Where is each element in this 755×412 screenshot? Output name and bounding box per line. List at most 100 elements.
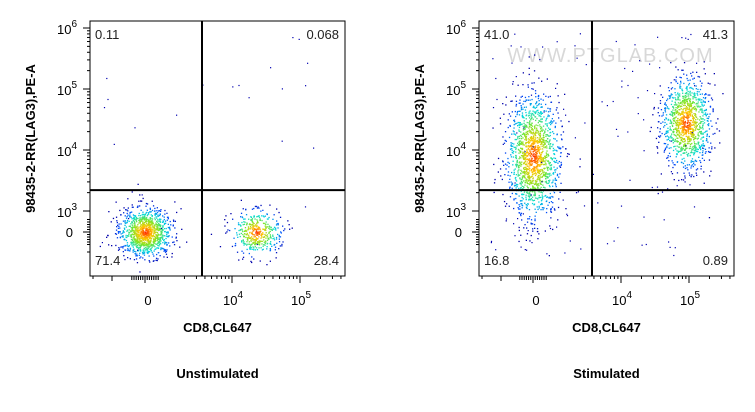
- event-dot: [545, 95, 547, 97]
- event-dot: [157, 226, 159, 228]
- event-dot: [659, 135, 662, 137]
- event-dot: [551, 159, 553, 161]
- event-dot: [246, 248, 248, 251]
- event-dot: [107, 98, 109, 101]
- event-dot: [532, 228, 534, 230]
- x-axis-label: CD8,CL647: [183, 320, 252, 335]
- event-dot: [681, 112, 683, 114]
- event-dot: [688, 108, 690, 110]
- event-dot: [525, 204, 527, 206]
- event-dot: [702, 145, 704, 147]
- event-dot: [554, 157, 557, 160]
- event-dot: [543, 175, 545, 177]
- event-dot: [141, 244, 143, 246]
- event-dot: [686, 91, 688, 94]
- event-dot: [677, 129, 679, 132]
- event-dot: [689, 130, 692, 133]
- event-dot: [671, 114, 674, 116]
- event-dot: [684, 128, 686, 131]
- event-dot: [533, 194, 535, 196]
- event-dot: [276, 223, 278, 225]
- event-dot: [261, 234, 263, 236]
- event-dot: [269, 226, 271, 228]
- event-dot: [685, 98, 688, 101]
- event-dot: [540, 130, 543, 132]
- event-dot: [695, 119, 697, 121]
- event-dot: [529, 183, 531, 186]
- event-dot: [692, 88, 694, 90]
- event-dot: [152, 245, 154, 247]
- event-dot: [512, 160, 514, 162]
- event-dot: [542, 196, 544, 198]
- event-dot: [662, 114, 664, 116]
- event-dot: [159, 225, 161, 228]
- event-dot: [172, 241, 174, 244]
- event-dot: [277, 233, 279, 236]
- event-dot: [700, 165, 702, 167]
- event-dot: [576, 57, 578, 59]
- event-dot: [511, 149, 513, 152]
- event-dot: [522, 157, 524, 159]
- event-dot: [691, 102, 694, 104]
- event-dot: [699, 122, 701, 124]
- event-dot: [703, 101, 705, 103]
- event-dot: [692, 98, 694, 100]
- event-dot: [676, 172, 679, 174]
- event-dot: [127, 235, 129, 237]
- event-dot: [694, 113, 696, 115]
- event-dot: [680, 142, 682, 144]
- event-dot: [673, 79, 675, 81]
- event-dot: [540, 103, 542, 105]
- event-dot: [152, 236, 154, 238]
- event-dot: [704, 119, 706, 121]
- event-dot: [519, 102, 521, 104]
- event-dot: [511, 183, 514, 185]
- event-dot: [664, 109, 666, 112]
- event-dot: [643, 150, 645, 152]
- event-dot: [537, 168, 539, 170]
- event-dot: [210, 233, 213, 235]
- event-dot: [144, 218, 146, 220]
- event-dot: [533, 171, 535, 173]
- event-dot: [679, 102, 682, 105]
- event-dot: [529, 240, 531, 242]
- event-dot: [674, 92, 676, 94]
- event-dot: [119, 231, 121, 233]
- event-dot: [541, 207, 544, 209]
- event-dot: [693, 161, 695, 163]
- event-dot: [674, 114, 676, 116]
- event-dot: [690, 161, 692, 163]
- event-dot: [515, 138, 517, 141]
- event-dot: [527, 132, 529, 134]
- event-dot: [148, 260, 150, 262]
- event-dot: [520, 123, 523, 126]
- event-dot: [535, 170, 537, 172]
- event-dot: [134, 222, 136, 224]
- event-dot: [142, 236, 144, 239]
- event-dot: [534, 168, 536, 170]
- event-dot: [520, 163, 522, 166]
- event-dot: [666, 145, 668, 147]
- event-dot: [155, 234, 157, 236]
- event-dot: [658, 135, 660, 137]
- event-dot: [164, 235, 166, 237]
- event-dot: [515, 100, 518, 102]
- event-dot: [700, 122, 702, 125]
- event-dot: [521, 200, 523, 202]
- event-dot: [698, 76, 701, 78]
- event-dot: [666, 135, 668, 137]
- event-dot: [699, 80, 701, 82]
- event-dot: [675, 135, 677, 137]
- event-dot: [169, 245, 171, 247]
- event-dot: [521, 170, 523, 173]
- event-dot: [131, 226, 133, 229]
- event-dot: [520, 150, 522, 152]
- event-dot: [531, 98, 533, 101]
- event-dot: [151, 220, 153, 223]
- tick-exponent: 3: [71, 202, 77, 213]
- event-dot: [241, 229, 243, 231]
- event-dot: [549, 128, 551, 130]
- event-dot: [145, 202, 148, 205]
- event-dot: [558, 198, 560, 200]
- event-dot: [656, 186, 659, 188]
